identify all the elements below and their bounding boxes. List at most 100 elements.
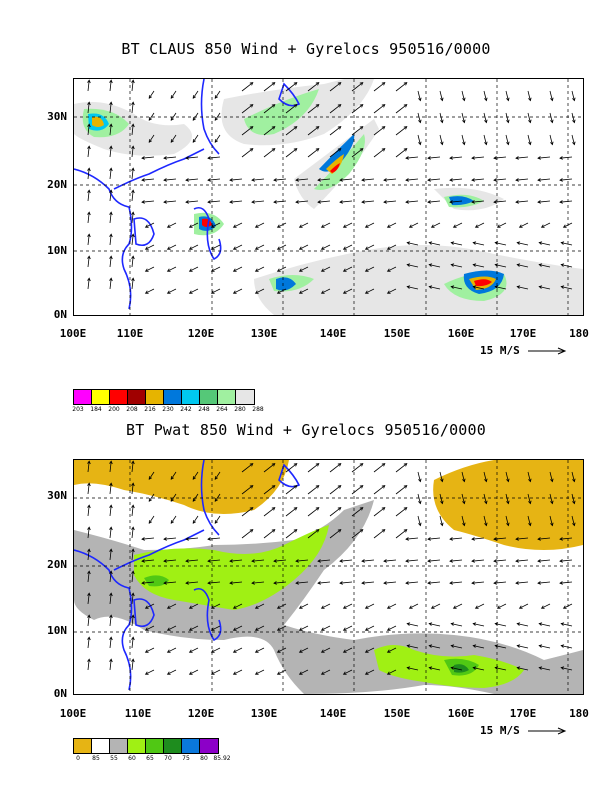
lon-label-150e-2: 150E <box>383 707 411 720</box>
wind-arrow-head <box>315 529 320 533</box>
wind-arrow-head <box>408 605 413 609</box>
wind-arrow <box>321 222 331 228</box>
wind-arrow-head <box>271 126 276 130</box>
wind-arrow <box>505 134 509 145</box>
wind-arrow-head <box>449 537 453 541</box>
wind-arrow-head <box>528 141 532 146</box>
claus-colorbar-swatch-9 <box>236 390 254 404</box>
wind-arrow-head <box>550 97 554 102</box>
wind-arrow <box>307 529 320 539</box>
wind-arrow-head <box>87 167 91 172</box>
wind-arrow-head <box>317 200 321 204</box>
wind-arrow-head <box>337 507 342 511</box>
pwat-colorbar-swatch-6 <box>182 739 200 753</box>
wind-arrow <box>109 256 112 268</box>
wind-arrow <box>109 659 112 671</box>
wind-arrow-head <box>249 82 254 86</box>
wind-arrow <box>373 463 386 473</box>
wind-arrow-head <box>166 627 171 631</box>
wind-arrow <box>351 529 364 539</box>
wind-arrow <box>131 615 134 627</box>
wind-arrow <box>343 669 353 675</box>
scale-label-text-2: 15 M/S <box>480 724 520 737</box>
wind-arrow <box>493 559 507 562</box>
wind-arrow-head <box>185 559 189 563</box>
wind-arrow-head <box>188 224 193 228</box>
wind-arrow <box>329 126 342 136</box>
wind-arrow <box>537 581 551 584</box>
wind-arrow <box>539 645 551 649</box>
wind-arrow <box>527 471 531 482</box>
wind-arrow-head <box>144 224 149 228</box>
wind-arrow <box>329 104 342 114</box>
wind-arrow-head <box>381 126 386 130</box>
wind-arrow-head <box>339 559 343 563</box>
wind-arrow-head <box>337 148 342 152</box>
wind-arrow-head <box>315 82 320 86</box>
wind-arrow <box>148 471 155 480</box>
wind-arrow-head <box>210 627 215 631</box>
wind-arrow-head <box>109 145 113 150</box>
wind-arrow-head <box>516 263 521 267</box>
wind-arrow <box>449 200 463 203</box>
wind-arrow-head <box>141 156 145 160</box>
wind-arrow-head <box>418 478 422 483</box>
wind-arrow-head <box>109 614 113 619</box>
wind-arrow <box>571 90 575 101</box>
wind-arrow <box>87 212 90 224</box>
wind-arrow-head <box>462 500 466 505</box>
wind-arrow <box>329 507 342 517</box>
wind-arrow <box>495 623 507 627</box>
wind-arrow-head <box>364 290 369 294</box>
pwat-colorbar-swatch-5 <box>164 739 182 753</box>
wind-arrow-head <box>471 559 475 563</box>
wind-arrow <box>561 667 573 671</box>
pwat-colorbar-label-5: 70 <box>164 755 172 762</box>
lon-label-140e-2: 140E <box>319 707 347 720</box>
wind-arrow-head <box>471 537 475 541</box>
wind-arrow-head <box>462 478 466 483</box>
wind-arrow-head <box>428 666 433 670</box>
wind-arrow-head <box>131 255 135 260</box>
wind-arrow <box>365 625 375 631</box>
wind-arrow-head <box>518 605 523 609</box>
wind-arrow-head <box>232 627 237 631</box>
wind-arrow-head <box>559 178 563 182</box>
wind-arrow-head <box>418 119 422 124</box>
wind-arrow-head <box>560 241 565 245</box>
wind-arrow-head <box>550 141 554 146</box>
wind-arrow <box>141 537 155 540</box>
wind-arrow-head <box>339 581 343 585</box>
wind-arrow-head <box>210 246 215 250</box>
wind-arrow <box>109 483 112 495</box>
wind-arrow <box>87 168 90 180</box>
wind-arrow-head <box>232 649 237 653</box>
wind-arrow-head <box>428 263 433 267</box>
wind-arrow <box>343 647 353 653</box>
wind-arrow <box>148 134 155 143</box>
wind-arrow-head <box>131 189 135 194</box>
wind-arrow-head <box>131 526 135 531</box>
wind-arrow <box>407 623 419 627</box>
wind-arrow <box>483 134 487 145</box>
wind-arrow <box>451 623 463 627</box>
wind-arrow-head <box>144 627 149 631</box>
lon-label-180-2: 180 <box>569 707 589 720</box>
claus-colorbar-label-2: 200 <box>108 406 120 413</box>
wind-arrow <box>571 515 575 526</box>
wind-arrow <box>189 625 199 631</box>
wind-arrow-head <box>232 290 237 294</box>
wind-arrow-head <box>295 581 299 585</box>
wind-arrow <box>263 485 276 495</box>
wind-arrow-head <box>298 671 303 675</box>
lat-label-0n-2: 0N <box>53 687 67 700</box>
wind-arrow <box>263 104 276 114</box>
wind-arrow-head <box>131 211 135 216</box>
wind-arrow <box>285 463 298 473</box>
wind-arrow <box>145 222 155 228</box>
wind-arrow-head <box>538 285 543 289</box>
wind-arrow-head <box>537 559 541 563</box>
wind-arrow-head <box>538 263 543 267</box>
wind-arrow <box>87 102 90 114</box>
wind-arrow-head <box>403 529 408 533</box>
